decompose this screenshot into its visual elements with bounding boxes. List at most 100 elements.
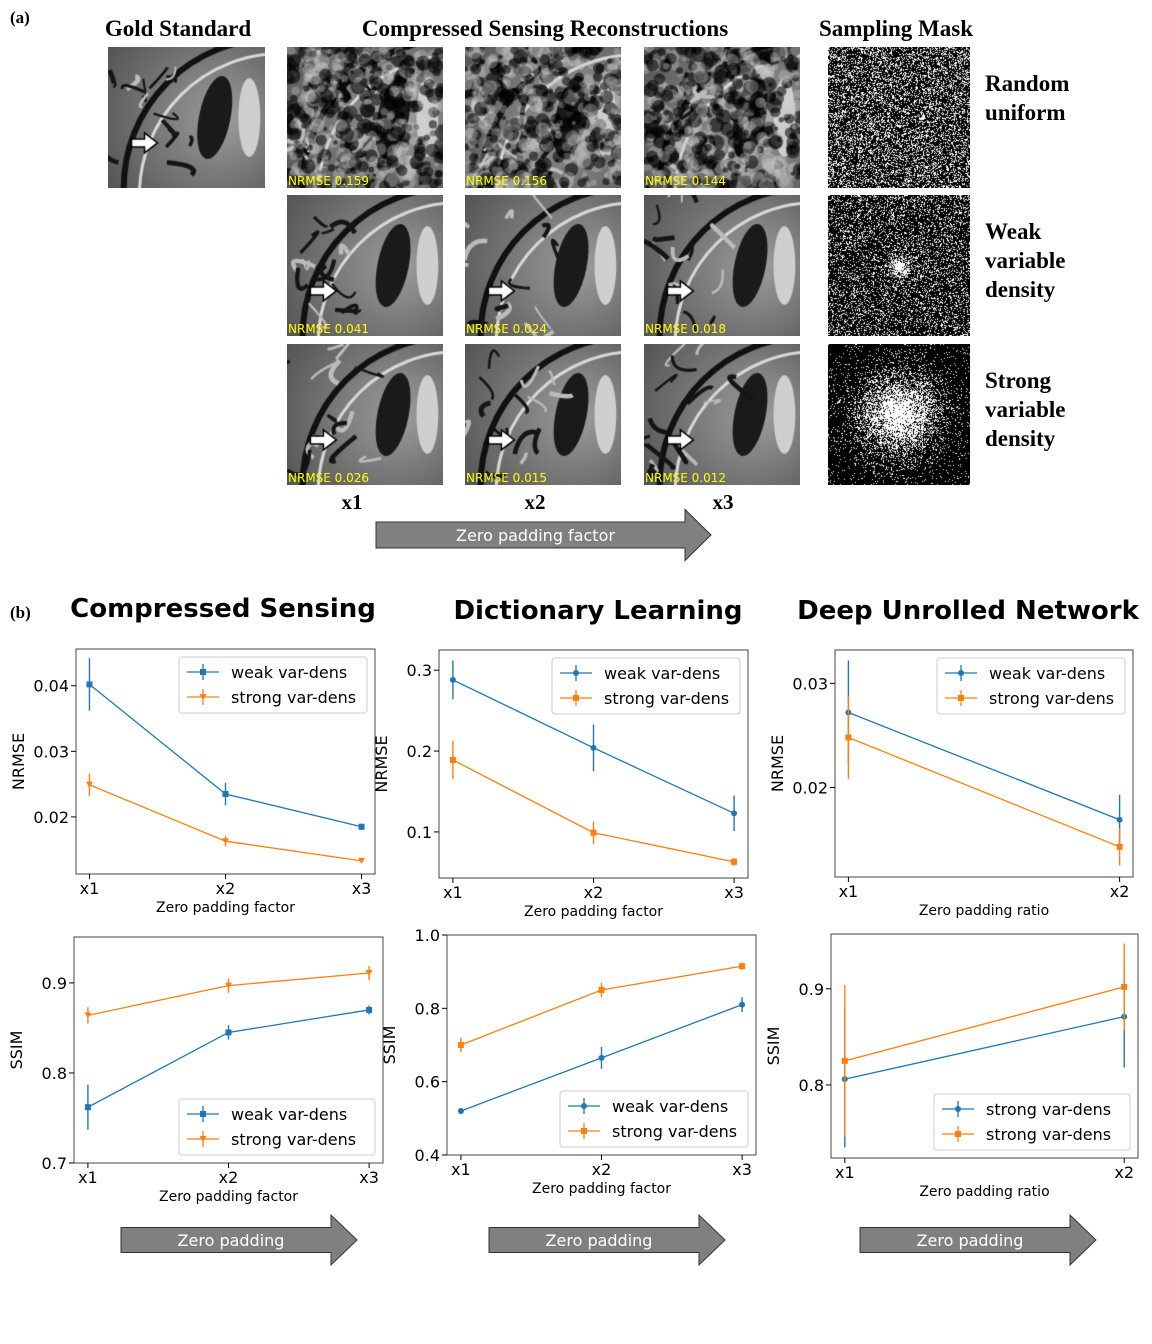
series-line <box>844 1016 1125 1080</box>
series-1 <box>457 962 746 1053</box>
legend-entry: strong var-dens <box>231 688 356 707</box>
y-tick-label: 0.4 <box>415 1146 440 1165</box>
y-tick-label: 1.0 <box>415 926 440 945</box>
legend-entry: weak var-dens <box>612 1097 728 1116</box>
y-tick-label: 0.04 <box>33 677 69 696</box>
x-tick-label: x3 <box>724 883 744 902</box>
x-tick-label: x2 <box>592 1160 612 1179</box>
panel-b-label: (b) <box>10 603 31 622</box>
x-tick-label: x2 <box>219 1168 239 1187</box>
zero-padding-arrow <box>120 1213 358 1267</box>
legend-box <box>178 1098 376 1156</box>
y-axis-label: SSIM <box>380 1026 399 1065</box>
reconstruction-image: NRMSE 0.026 <box>287 344 443 485</box>
data-point <box>955 1131 961 1137</box>
chart-5: 0.8 0.9 x1 x2 Zero padding ratio SSIM strong v… <box>764 933 1139 1200</box>
nrmse-value: NRMSE 0.015 <box>466 471 548 485</box>
x-axis-label: Zero padding factor <box>159 1189 298 1205</box>
legend-entry: weak var-dens <box>604 664 720 683</box>
data-point <box>85 781 93 788</box>
data-point <box>366 1006 373 1013</box>
x-axis-label: Zero padding ratio <box>919 1184 1049 1200</box>
x-axis-label: Zero padding factor <box>532 1181 671 1197</box>
y-tick-label: 0.02 <box>792 778 828 797</box>
zero-padding-arrow <box>488 1213 726 1267</box>
arrow-label: Zero padding <box>917 1231 1024 1250</box>
data-point <box>841 1057 848 1064</box>
x-tick-label: x1 <box>80 879 100 898</box>
y-tick-label: 0.6 <box>415 1073 440 1092</box>
data-point <box>449 756 456 763</box>
data-point <box>598 987 605 993</box>
legend: weak var-dens strong var-dens <box>559 1090 749 1148</box>
data-point <box>1121 983 1128 990</box>
x-tick-label: x3 <box>732 1160 752 1179</box>
y-tick-label: 0.03 <box>792 674 828 693</box>
y-axis-label: NRMSE <box>372 735 391 792</box>
data-point <box>1116 843 1123 850</box>
data-point <box>598 1054 605 1061</box>
sampling-mask-title: Sampling Mask <box>818 16 974 41</box>
legend: weak var-dens strong var-dens <box>178 656 368 714</box>
zero-padding-arrow <box>375 508 712 562</box>
nrmse-value: NRMSE 0.024 <box>466 322 548 336</box>
column-label-x1: x1 <box>341 490 363 514</box>
nrmse-value: NRMSE 0.041 <box>288 322 370 336</box>
legend-entry: strong var-dens <box>604 689 729 708</box>
data-point <box>86 681 93 688</box>
reconstruction-image: NRMSE 0.144 <box>644 47 800 188</box>
arrow-label: Zero padding <box>178 1231 285 1250</box>
sampling-mask-image <box>828 344 970 485</box>
data-point <box>581 1128 587 1134</box>
mask-label-line: density <box>985 277 1056 302</box>
column-label-x3: x3 <box>712 490 734 514</box>
nrmse-value: NRMSE 0.156 <box>466 174 548 188</box>
y-tick-label: 0.03 <box>33 742 69 761</box>
x-tick-label: x1 <box>443 883 463 902</box>
legend: weak var-dens strong var-dens <box>551 657 741 715</box>
mask-label-line: Random <box>985 71 1070 96</box>
y-tick-label: 0.1 <box>407 823 432 842</box>
data-point <box>199 694 207 700</box>
series-1 <box>84 965 373 1024</box>
y-axis-label: NRMSE <box>768 735 787 792</box>
mask-label: Random uniform <box>985 69 1069 127</box>
legend-entry: strong var-dens <box>989 689 1114 708</box>
data-point <box>573 695 579 701</box>
data-point <box>958 695 964 701</box>
chart-title-dun: Deep Unrolled Network <box>797 596 1139 626</box>
column-label-x2: x2 <box>524 490 546 514</box>
x-axis-label: Zero padding factor <box>524 904 663 920</box>
x-axis-label: Zero padding factor <box>156 900 295 916</box>
gold-standard-title: Gold Standard <box>104 16 252 41</box>
legend: strong var-dens strong var-dens <box>933 1093 1131 1151</box>
nrmse-value: NRMSE 0.144 <box>645 174 727 188</box>
data-point <box>590 744 597 751</box>
data-point <box>358 823 365 830</box>
y-tick-label: 0.2 <box>407 742 432 761</box>
y-tick-label: 0.02 <box>33 808 69 827</box>
data-point <box>225 1029 232 1036</box>
data-point <box>731 858 738 865</box>
data-point <box>200 1111 206 1117</box>
data-point <box>845 734 852 741</box>
legend-entry: strong var-dens <box>612 1122 737 1141</box>
sampling-mask-image <box>828 195 970 336</box>
reconstruction-image: NRMSE 0.018 <box>644 195 800 336</box>
reconstruction-image: NRMSE 0.012 <box>644 344 800 485</box>
data-point <box>84 1012 92 1019</box>
chart-4: 0.4 0.6 0.8 1.0 x1 x2 x3 Zero padding factor SSI… <box>380 926 757 1197</box>
legend: weak var-dens strong var-dens <box>936 657 1126 715</box>
reconstruction-image: NRMSE 0.156 <box>465 47 621 188</box>
nrmse-value: NRMSE 0.026 <box>288 471 370 485</box>
chart-title-cs: Compressed Sensing <box>70 594 376 624</box>
series-line <box>848 736 1120 848</box>
y-tick-label: 0.8 <box>799 1076 824 1095</box>
panel-a-label: (a) <box>10 8 30 27</box>
legend-entry: weak var-dens <box>231 1105 347 1124</box>
series-line <box>848 711 1120 821</box>
chart-3: 0.7 0.8 0.9 x1 x2 x3 Zero padding factor SSIM we… <box>7 936 384 1205</box>
data-point <box>739 1001 746 1008</box>
data-point <box>581 1103 587 1109</box>
data-point <box>200 669 206 675</box>
